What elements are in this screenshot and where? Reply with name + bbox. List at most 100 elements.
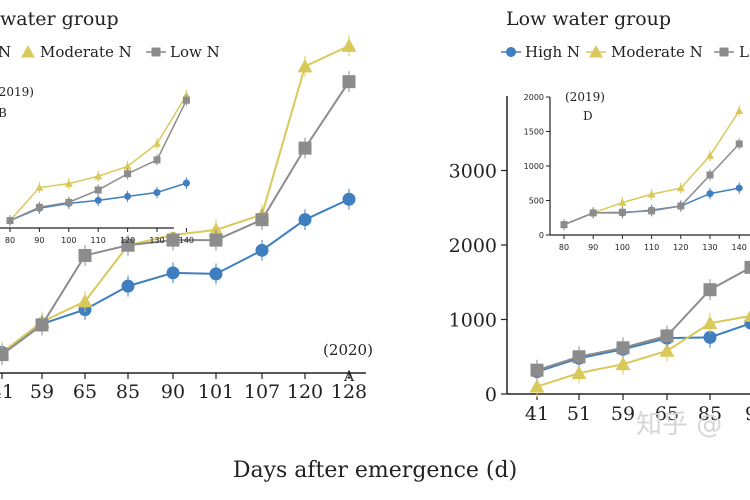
right-legend-label-high: High N — [525, 43, 580, 61]
left-inset-point-2-1 — [35, 203, 43, 211]
right-y-tick-label-2: 2000 — [449, 235, 497, 257]
left-inset-x-tick-label-0: 80 — [5, 236, 15, 245]
right-legend-marker-high — [506, 47, 516, 57]
left-inset-point-1-4 — [123, 162, 132, 170]
left-inset-point-2-3 — [94, 186, 102, 194]
left-inset-point-2-2 — [65, 198, 73, 206]
right-legend-label-low: L — [739, 43, 749, 61]
left-inset-x-tick-label-4: 120 — [120, 236, 135, 245]
left-point-2-2 — [78, 248, 92, 262]
right-legend-marker-moderate — [589, 45, 603, 58]
left-inset-point-0-6 — [182, 179, 190, 187]
right-inset-point-2-0 — [560, 221, 568, 229]
right-inset-y-tick-label-2: 1000 — [524, 162, 544, 171]
left-legend: N Moderate N Low N — [0, 43, 220, 61]
right-inset-x-tick-label-4: 120 — [673, 243, 688, 252]
left-point-0-3 — [121, 279, 135, 293]
right-point-2-2 — [616, 341, 630, 355]
left-point-2-6 — [255, 213, 269, 227]
left-x-tick-label-2: 65 — [73, 381, 97, 403]
left-legend-marker-moderate — [21, 45, 35, 58]
left-panel-label: (2020) — [323, 341, 373, 359]
right-x-tick-label-3: 65 — [655, 403, 679, 425]
right-x-tick-label-4: 85 — [698, 403, 722, 425]
right-inset-point-1-3 — [647, 190, 656, 198]
left-chart-title: water group — [0, 8, 119, 30]
left-point-2-7 — [298, 141, 312, 155]
right-point-1-5 — [743, 310, 750, 322]
left-point-0-4 — [166, 266, 180, 280]
right-x-tick-label-2: 59 — [611, 403, 635, 425]
right-point-1-2 — [615, 356, 631, 371]
left-point-1-8 — [341, 38, 357, 52]
left-inset-point-0-4 — [124, 192, 132, 200]
right-legend: High N Moderate N L — [501, 43, 749, 61]
left-inset-point-2-5 — [153, 156, 161, 164]
left-inset-x-tick-label-6: 140 — [179, 236, 194, 245]
right-x-tick-label-0: 41 — [525, 403, 549, 425]
left-legend-label-high: N — [0, 43, 11, 61]
left-legend-marker-low — [151, 47, 161, 57]
left-inset-point-2-4 — [124, 170, 132, 178]
right-point-1-4 — [702, 315, 718, 330]
right-inset: 0 500 1000 1500 2000 80 90 100 110 120 130 140 (2019… — [510, 90, 750, 260]
left-inset-x-tick-label-5: 130 — [149, 236, 164, 245]
left-inset-point-0-5 — [153, 188, 161, 196]
left-inset: 80 90 100 110 120 130 140 (2019) B — [0, 76, 194, 245]
right-inset-x-tick-label-5: 130 — [702, 243, 717, 252]
left-point-2-5 — [209, 233, 223, 247]
right-x-tick-label-5: 9 — [745, 403, 750, 425]
right-point-1-0 — [529, 379, 545, 393]
right-inset-point-2-4 — [677, 202, 685, 210]
left-legend-label-moderate: Moderate N — [40, 43, 132, 61]
right-point-2-3 — [660, 329, 674, 343]
right-inset-point-1-2 — [618, 198, 627, 206]
right-inset-x-tick-label-2: 100 — [615, 243, 630, 252]
right-inset-x-tick-label-0: 80 — [559, 243, 569, 252]
right-point-0-4 — [703, 330, 717, 344]
left-inset-letter: B — [0, 106, 7, 120]
right-x-tick-label-1: 51 — [567, 403, 591, 425]
right-inset-y-tick-label-1: 500 — [529, 197, 544, 206]
right-chart-title: Low water group — [506, 8, 672, 30]
left-inset-x-tick-label-1: 90 — [34, 236, 44, 245]
right-line-2 — [536, 266, 750, 372]
right-inset-point-2-2 — [618, 208, 626, 216]
right-point-1-3 — [659, 343, 675, 357]
left-inset-point-1-2 — [64, 179, 73, 187]
left-x-tick-label-7: 120 — [287, 381, 323, 403]
right-inset-y-tick-label-3: 1500 — [524, 128, 544, 137]
left-inset-point-2-0 — [6, 217, 14, 225]
left-panel-letter: A — [343, 369, 355, 385]
right-inset-letter: D — [583, 109, 593, 123]
right-y-tick-label-1: 1000 — [449, 310, 497, 332]
left-x-tick-label-6: 107 — [244, 381, 280, 403]
left-inset-point-1-1 — [35, 183, 44, 191]
left-x-tick-label-0: 41 — [0, 381, 14, 403]
left-point-1-7 — [297, 58, 313, 73]
right-legend-label-moderate: Moderate N — [611, 43, 703, 61]
right-point-1-1 — [571, 365, 587, 380]
left-x-tick-label-1: 59 — [30, 381, 54, 403]
left-inset-point-0-3 — [94, 196, 102, 204]
right-inset-point-2-3 — [648, 207, 656, 215]
left-point-2-8 — [342, 75, 356, 89]
right-point-2-5 — [744, 260, 750, 274]
left-point-0-7 — [298, 213, 312, 227]
left-x-tick-label-8: 128 — [331, 381, 367, 403]
right-inset-point-2-5 — [706, 171, 714, 179]
left-point-2-4 — [166, 233, 180, 247]
left-inset-x-tick-label-3: 110 — [91, 236, 106, 245]
left-inset-point-1-3 — [94, 172, 103, 180]
right-inset-label: (2019) — [565, 90, 605, 104]
right-inset-x-tick-label-1: 90 — [588, 243, 598, 252]
left-inset-point-1-5 — [152, 139, 162, 147]
left-inset-label: (2019) — [0, 85, 34, 99]
right-line-1 — [536, 314, 750, 388]
left-inset-bg — [0, 76, 176, 232]
left-point-2-1 — [35, 318, 49, 332]
left-point-2-0 — [0, 348, 9, 362]
right-line-0 — [536, 322, 750, 373]
right-inset-y-tick-label-0: 0 — [539, 231, 544, 240]
right-inset-point-0-6 — [735, 184, 743, 192]
